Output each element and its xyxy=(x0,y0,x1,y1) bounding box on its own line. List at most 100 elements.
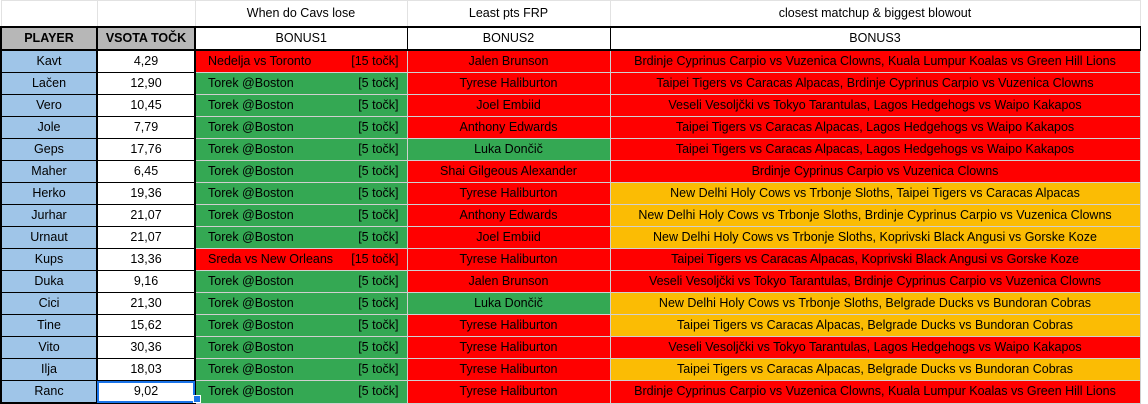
bonus1-cell[interactable]: Torek @Boston [5 točk] xyxy=(194,226,408,249)
table-row: Cici 21,30 Torek @Boston [5 točk] Luka Donči… xyxy=(0,292,1141,315)
bonus1-pick: Torek @Boston xyxy=(208,296,294,310)
bonus1-cell[interactable]: Torek @Boston [5 točk] xyxy=(194,292,408,315)
bonus1-cell[interactable]: Torek @Boston [5 točk] xyxy=(194,270,408,293)
total-points-cell[interactable]: 7,79 xyxy=(96,116,196,139)
total-points-cell[interactable]: 4,29 xyxy=(96,49,196,73)
total-points-cell[interactable]: 19,36 xyxy=(96,182,196,205)
bonus3-cell[interactable]: Taipei Tigers vs Caracas Alpacas, Lagos … xyxy=(609,116,1141,139)
player-name-cell[interactable]: Kups xyxy=(0,248,98,271)
bonus1-header-cell[interactable]: BONUS1 xyxy=(194,26,408,51)
total-points-cell[interactable]: 17,76 xyxy=(96,138,196,161)
player-name-cell[interactable]: Duka xyxy=(0,270,98,293)
table-row: Lačen 12,90 Torek @Boston [5 točk] Tyrese Ha… xyxy=(0,72,1141,95)
bonus3-cell[interactable]: New Delhi Holy Cows vs Trbonje Sloths, B… xyxy=(609,292,1141,315)
bonus1-pick: Torek @Boston xyxy=(208,164,294,178)
total-points-cell[interactable]: 18,03 xyxy=(96,358,196,381)
player-name-cell[interactable]: Vito xyxy=(0,336,98,359)
player-name-cell[interactable]: Jurhar xyxy=(0,204,98,227)
bonus3-cell[interactable]: Brdinje Cyprinus Carpio vs Vuzenica Clow… xyxy=(609,380,1141,404)
total-points-cell[interactable]: 13,36 xyxy=(96,248,196,271)
bonus1-cell[interactable]: Torek @Boston [5 točk] xyxy=(194,358,408,381)
player-name-cell[interactable]: Geps xyxy=(0,138,98,161)
bonus3-cell[interactable]: Veseli Vesoljčki vs Tokyo Tarantulas, La… xyxy=(609,94,1141,117)
total-points-cell[interactable]: 21,07 xyxy=(96,226,196,249)
bonus3-cell[interactable]: Taipei Tigers vs Caracas Alpacas, Brdinj… xyxy=(609,72,1141,95)
score-header-cell[interactable]: VSOTA TOČK xyxy=(96,26,196,51)
total-points-cell[interactable]: 6,45 xyxy=(96,160,196,183)
player-name-cell[interactable]: Tine xyxy=(0,314,98,337)
bonus3-cell[interactable]: Taipei Tigers vs Caracas Alpacas, Belgra… xyxy=(609,358,1141,381)
header-row: PLAYER VSOTA TOČK BONUS1 BONUS2 BONUS3 xyxy=(0,26,1141,51)
bonus2-description-cell[interactable]: Least pts FRP xyxy=(406,0,611,28)
player-header-cell[interactable]: PLAYER xyxy=(0,26,98,51)
player-name-cell[interactable]: Herko xyxy=(0,182,98,205)
player-name-cell[interactable]: Kavt xyxy=(0,49,98,73)
bonus2-cell[interactable]: Tyrese Haliburton xyxy=(406,336,611,359)
bonus2-cell[interactable]: Tyrese Haliburton xyxy=(406,72,611,95)
bonus1-cell[interactable]: Torek @Boston [5 točk] xyxy=(194,204,408,227)
player-name-cell[interactable]: Ilja xyxy=(0,358,98,381)
bonus1-cell[interactable]: Torek @Boston [5 točk] xyxy=(194,160,408,183)
total-points-cell[interactable]: 15,62 xyxy=(96,314,196,337)
bonus2-cell[interactable]: Luka Dončič xyxy=(406,138,611,161)
bonus3-cell[interactable]: Veseli Vesoljčki vs Tokyo Tarantulas, Br… xyxy=(609,270,1141,293)
bonus3-cell[interactable]: Brdinje Cyprinus Carpio vs Vuzenica Clow… xyxy=(609,49,1141,73)
bonus3-cell[interactable]: New Delhi Holy Cows vs Trbonje Sloths, T… xyxy=(609,182,1141,205)
table-row: Ilja 18,03 Torek @Boston [5 točk] Tyrese Hal… xyxy=(0,358,1141,381)
table-row: Geps 17,76 Torek @Boston [5 točk] Luka Donči… xyxy=(0,138,1141,161)
bonus1-cell[interactable]: Nedelja vs Toronto [15 točk] xyxy=(194,49,408,73)
player-name-cell[interactable]: Vero xyxy=(0,94,98,117)
bonus2-cell[interactable]: Tyrese Haliburton xyxy=(406,314,611,337)
bonus1-cell[interactable]: Torek @Boston [5 točk] xyxy=(194,314,408,337)
bonus1-cell[interactable]: Torek @Boston [5 točk] xyxy=(194,72,408,95)
empty-cell[interactable] xyxy=(96,0,196,28)
total-points-cell[interactable]: 30,36 xyxy=(96,336,196,359)
bonus1-cell[interactable]: Torek @Boston [5 točk] xyxy=(194,94,408,117)
total-points-cell[interactable]: 12,90 xyxy=(96,72,196,95)
bonus2-cell[interactable]: Jalen Brunson xyxy=(406,270,611,293)
bonus3-cell[interactable]: New Delhi Holy Cows vs Trbonje Sloths, K… xyxy=(609,226,1141,249)
bonus2-cell[interactable]: Joel Embiid xyxy=(406,226,611,249)
bonus1-cell[interactable]: Sreda vs New Orleans [15 točk] xyxy=(194,248,408,271)
player-name-cell[interactable]: Maher xyxy=(0,160,98,183)
bonus3-header-cell[interactable]: BONUS3 xyxy=(609,26,1141,51)
bonus3-description-cell[interactable]: closest matchup & biggest blowout xyxy=(609,0,1141,28)
bonus3-cell[interactable]: Taipei Tigers vs Caracas Alpacas, Kopriv… xyxy=(609,248,1141,271)
bonus2-cell[interactable]: Anthony Edwards xyxy=(406,204,611,227)
bonus3-cell[interactable]: Brdinje Cyprinus Carpio vs Vuzenica Clow… xyxy=(609,160,1141,183)
bonus2-header-cell[interactable]: BONUS2 xyxy=(406,26,611,51)
bonus1-cell[interactable]: Torek @Boston [5 točk] xyxy=(194,380,408,404)
bonus2-cell[interactable]: Shai Gilgeous Alexander xyxy=(406,160,611,183)
bonus2-cell[interactable]: Tyrese Haliburton xyxy=(406,182,611,205)
bonus2-cell[interactable]: Tyrese Haliburton xyxy=(406,248,611,271)
bonus1-cell[interactable]: Torek @Boston [5 točk] xyxy=(194,138,408,161)
player-name-cell[interactable]: Jole xyxy=(0,116,98,139)
empty-cell[interactable] xyxy=(0,0,98,28)
bonus1-cell[interactable]: Torek @Boston [5 točk] xyxy=(194,116,408,139)
bonus3-cell[interactable]: Taipei Tigers vs Caracas Alpacas, Lagos … xyxy=(609,138,1141,161)
bonus1-pick: Nedelja vs Toronto xyxy=(208,54,312,68)
bonus1-pick: Torek @Boston xyxy=(208,186,294,200)
bonus2-cell[interactable]: Anthony Edwards xyxy=(406,116,611,139)
table-row: Duka 9,16 Torek @Boston [5 točk] Jalen Bruns… xyxy=(0,270,1141,293)
total-points-cell[interactable]: 9,16 xyxy=(96,270,196,293)
bonus2-cell[interactable]: Jalen Brunson xyxy=(406,49,611,73)
player-name-cell[interactable]: Lačen xyxy=(0,72,98,95)
bonus3-cell[interactable]: Veseli Vesoljčki vs Tokyo Tarantulas, La… xyxy=(609,336,1141,359)
bonus2-cell[interactable]: Tyrese Haliburton xyxy=(406,358,611,381)
player-name-cell[interactable]: Cici xyxy=(0,292,98,315)
total-points-cell[interactable]: 21,07 xyxy=(96,204,196,227)
player-name-cell[interactable]: Ranc xyxy=(0,380,98,404)
bonus1-description-cell[interactable]: When do Cavs lose xyxy=(194,0,408,28)
player-name-cell[interactable]: Urnaut xyxy=(0,226,98,249)
total-points-cell[interactable]: 10,45 xyxy=(96,94,196,117)
total-points-cell[interactable]: 21,30 xyxy=(96,292,196,315)
bonus2-cell[interactable]: Joel Embiid xyxy=(406,94,611,117)
bonus1-cell[interactable]: Torek @Boston [5 točk] xyxy=(194,182,408,205)
bonus2-cell[interactable]: Tyrese Haliburton xyxy=(406,380,611,404)
bonus3-cell[interactable]: New Delhi Holy Cows vs Trbonje Sloths, B… xyxy=(609,204,1141,227)
bonus1-cell[interactable]: Torek @Boston [5 točk] xyxy=(194,336,408,359)
bonus2-cell[interactable]: Luka Dončič xyxy=(406,292,611,315)
total-points-cell[interactable]: 9,02 xyxy=(96,380,196,404)
bonus3-cell[interactable]: Taipei Tigers vs Caracas Alpacas, Belgra… xyxy=(609,314,1141,337)
